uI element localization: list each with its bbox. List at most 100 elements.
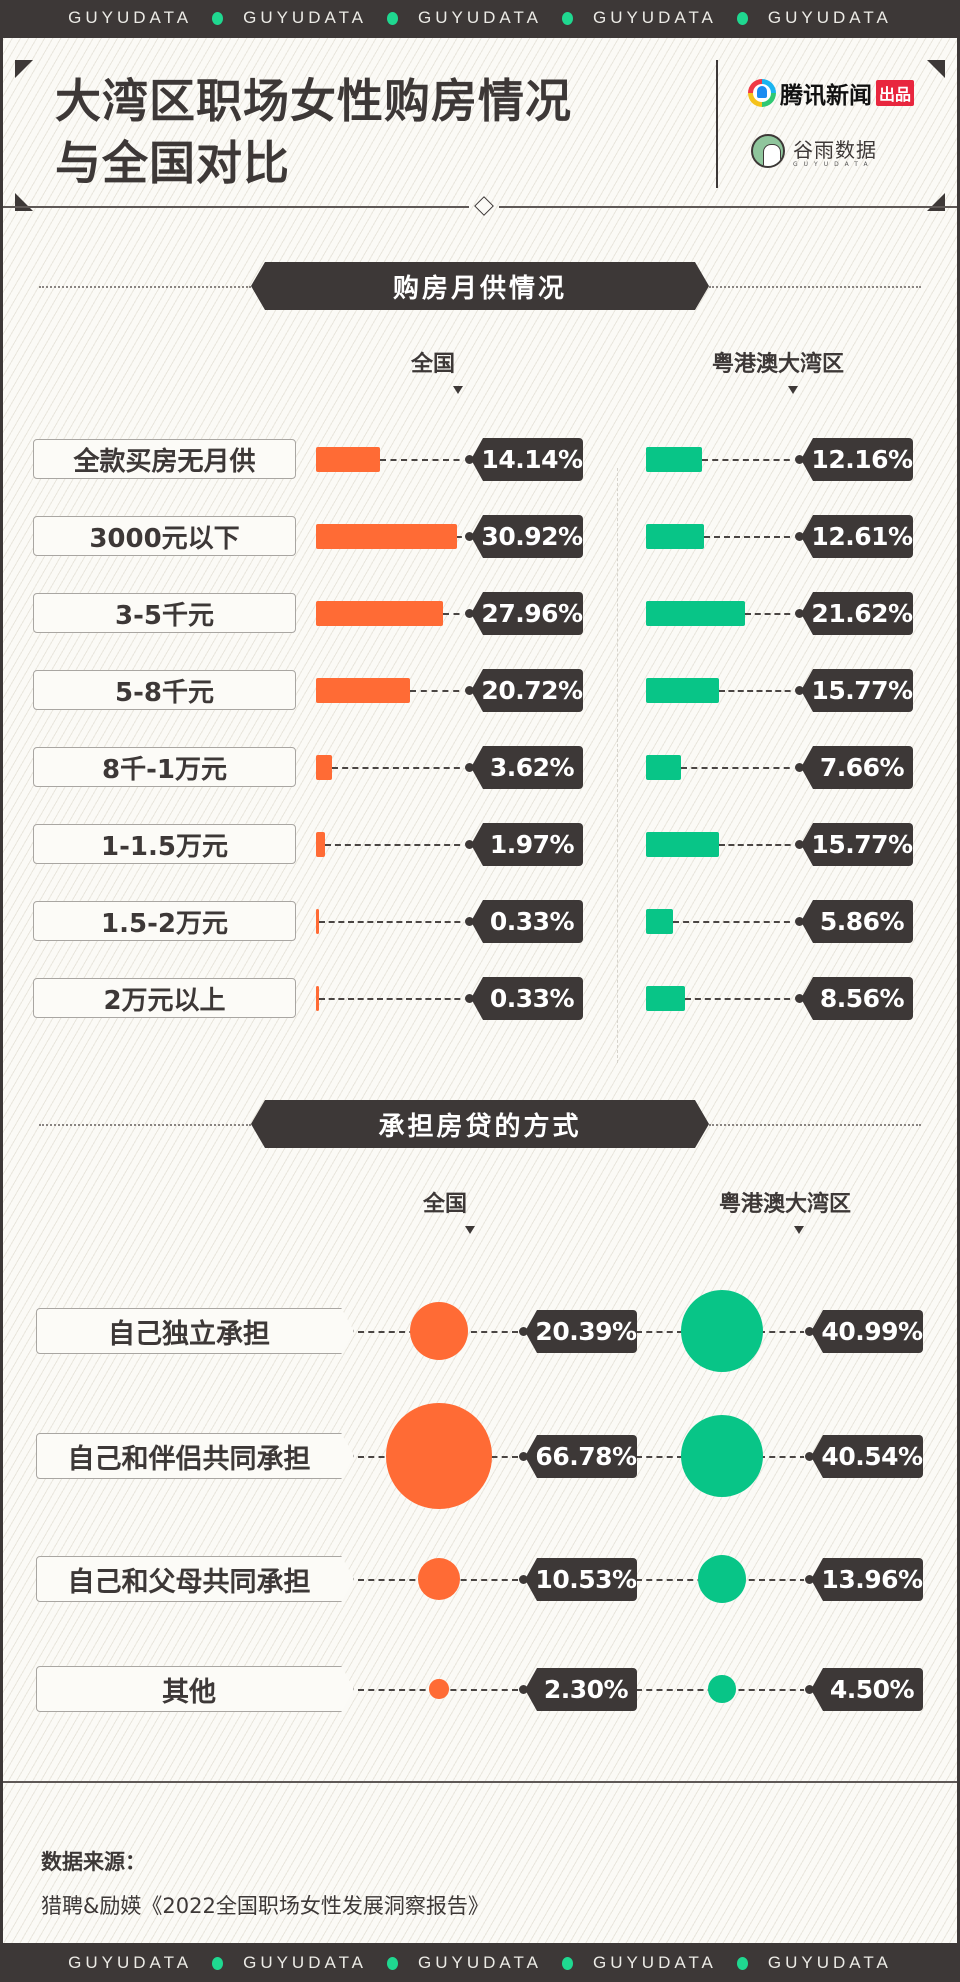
value-tag-national: 0.33% (471, 900, 583, 943)
value-tag-gba: 13.96% (811, 1558, 923, 1601)
leader-line (718, 690, 800, 692)
value-tag-gba: 15.77% (801, 823, 913, 866)
guyu-data-logo: 谷雨数据 GUYUDATA (751, 134, 877, 168)
bubble-gba (708, 1675, 736, 1703)
ticker-word: GUYUDATA (592, 1953, 717, 1972)
section1-header: 购房月供情况 (3, 262, 957, 312)
category-label: 全款买房无月供 (33, 439, 296, 479)
banner-dotted-rule (709, 1124, 921, 1126)
category-label: 1.5-2万元 (33, 901, 296, 941)
section2-title: 承担房贷的方式 (251, 1100, 709, 1148)
value-tag-gba: 40.54% (811, 1435, 923, 1478)
ticker-word: GUYUDATA (767, 1953, 892, 1972)
category-label: 自己和伴侣共同承担 (36, 1433, 354, 1479)
col-head-national: 全国 (410, 352, 455, 377)
logo-cn: 谷雨数据 (793, 138, 877, 162)
col-head-national: 全国 (422, 1192, 467, 1217)
infographic-panel: 大湾区职场女性购房情况 与全国对比 腾讯新闻 出品 谷雨数据 GUYUDATA … (3, 38, 957, 1943)
header-rule-right (499, 206, 957, 208)
value-tag-national: 2.30% (525, 1668, 637, 1711)
ticker-dot-icon (561, 11, 573, 25)
ticker-dot-icon (736, 1956, 748, 1970)
ticker-word: GUYUDATA (243, 8, 368, 27)
value-tag-national: 10.53% (525, 1558, 637, 1601)
leader-line (704, 536, 800, 538)
value-tag-gba: 21.62% (801, 592, 913, 635)
leader-line (443, 613, 470, 615)
value-tag-national: 27.96% (471, 592, 583, 635)
value-tag-gba: 12.16% (801, 438, 913, 481)
bar-gba (646, 755, 682, 780)
leader-line (332, 767, 470, 769)
ticker-word: GUYUDATA (68, 8, 193, 27)
bar-gba (646, 601, 746, 626)
category-label: 3-5千元 (33, 593, 296, 633)
bar-gba (646, 524, 704, 549)
bubble-gba (680, 1414, 764, 1498)
bar-national (316, 755, 333, 780)
header-divider (716, 60, 718, 188)
leader-line (701, 459, 800, 461)
value-tag-gba: 40.99% (811, 1310, 923, 1353)
banner-dotted-rule (709, 286, 921, 288)
value-tag-gba: 8.56% (801, 977, 913, 1020)
leader-line (456, 536, 470, 538)
ticker-word: GUYUDATA (68, 1953, 193, 1972)
column-divider (617, 468, 618, 1063)
value-tag-national: 30.92% (471, 515, 583, 558)
ticker-dot-icon (212, 1956, 224, 1970)
bar-gba (646, 832, 719, 857)
value-tag-national: 0.33% (471, 977, 583, 1020)
banner-dotted-rule (39, 1124, 251, 1126)
leader-line (410, 690, 470, 692)
section2-header: 承担房贷的方式 (3, 1100, 957, 1150)
category-label: 自己和父母共同承担 (36, 1556, 354, 1602)
tencent-news-logo: 腾讯新闻 出品 (748, 76, 915, 110)
value-tag-gba: 15.77% (801, 669, 913, 712)
leader-line (380, 459, 470, 461)
bar-national (316, 601, 444, 626)
leader-line (672, 921, 800, 923)
logo-badge: 出品 (876, 80, 915, 106)
title-line-2: 与全国对比 (55, 136, 290, 190)
category-label: 2万元以上 (33, 978, 296, 1018)
bar-national (316, 909, 319, 934)
down-arrow-icon (453, 386, 463, 394)
bar-national (316, 447, 381, 472)
category-label: 自己独立承担 (36, 1308, 354, 1354)
title-line-1: 大湾区职场女性购房情况 (55, 74, 572, 128)
value-tag-national: 3.62% (471, 746, 583, 789)
bubble-national (429, 1679, 449, 1699)
bubble-national (409, 1301, 469, 1361)
logo-name: 腾讯新闻 (780, 83, 872, 109)
leader-line (681, 767, 800, 769)
corner-bracket-icon (927, 193, 945, 211)
top-ticker-banner: GUYUDATA GUYUDATA GUYUDATA GUYUDATA GUYU… (0, 0, 960, 36)
bar-national (316, 524, 457, 549)
bar-national (316, 986, 319, 1011)
ticker-dot-icon (736, 11, 748, 25)
corner-bracket-icon (15, 193, 33, 211)
value-tag-national: 1.97% (471, 823, 583, 866)
ticker-dot-icon (212, 11, 224, 25)
down-arrow-icon (465, 1226, 475, 1234)
ticker-word: GUYUDATA (418, 1953, 542, 1972)
bar-gba (646, 678, 719, 703)
leader-line (319, 921, 470, 923)
ticker-word: GUYUDATA (767, 8, 892, 27)
section1-title: 购房月供情况 (251, 262, 709, 310)
value-tag-gba: 4.50% (811, 1668, 923, 1711)
bar-gba (646, 909, 673, 934)
diamond-icon (474, 196, 494, 216)
col-head-gba: 粤港澳大湾区 (711, 352, 844, 377)
banner-dotted-rule (39, 286, 251, 288)
bar-national (316, 678, 411, 703)
logo-en: GUYUDATA (793, 161, 874, 168)
bubble-national (418, 1558, 460, 1600)
corner-bracket-icon (15, 60, 33, 78)
value-tag-gba: 12.61% (801, 515, 913, 558)
header-rule-left (3, 206, 469, 208)
source-title: 数据来源： (41, 1850, 146, 1874)
ticker-word: GUYUDATA (592, 8, 717, 27)
value-tag-gba: 5.86% (801, 900, 913, 943)
